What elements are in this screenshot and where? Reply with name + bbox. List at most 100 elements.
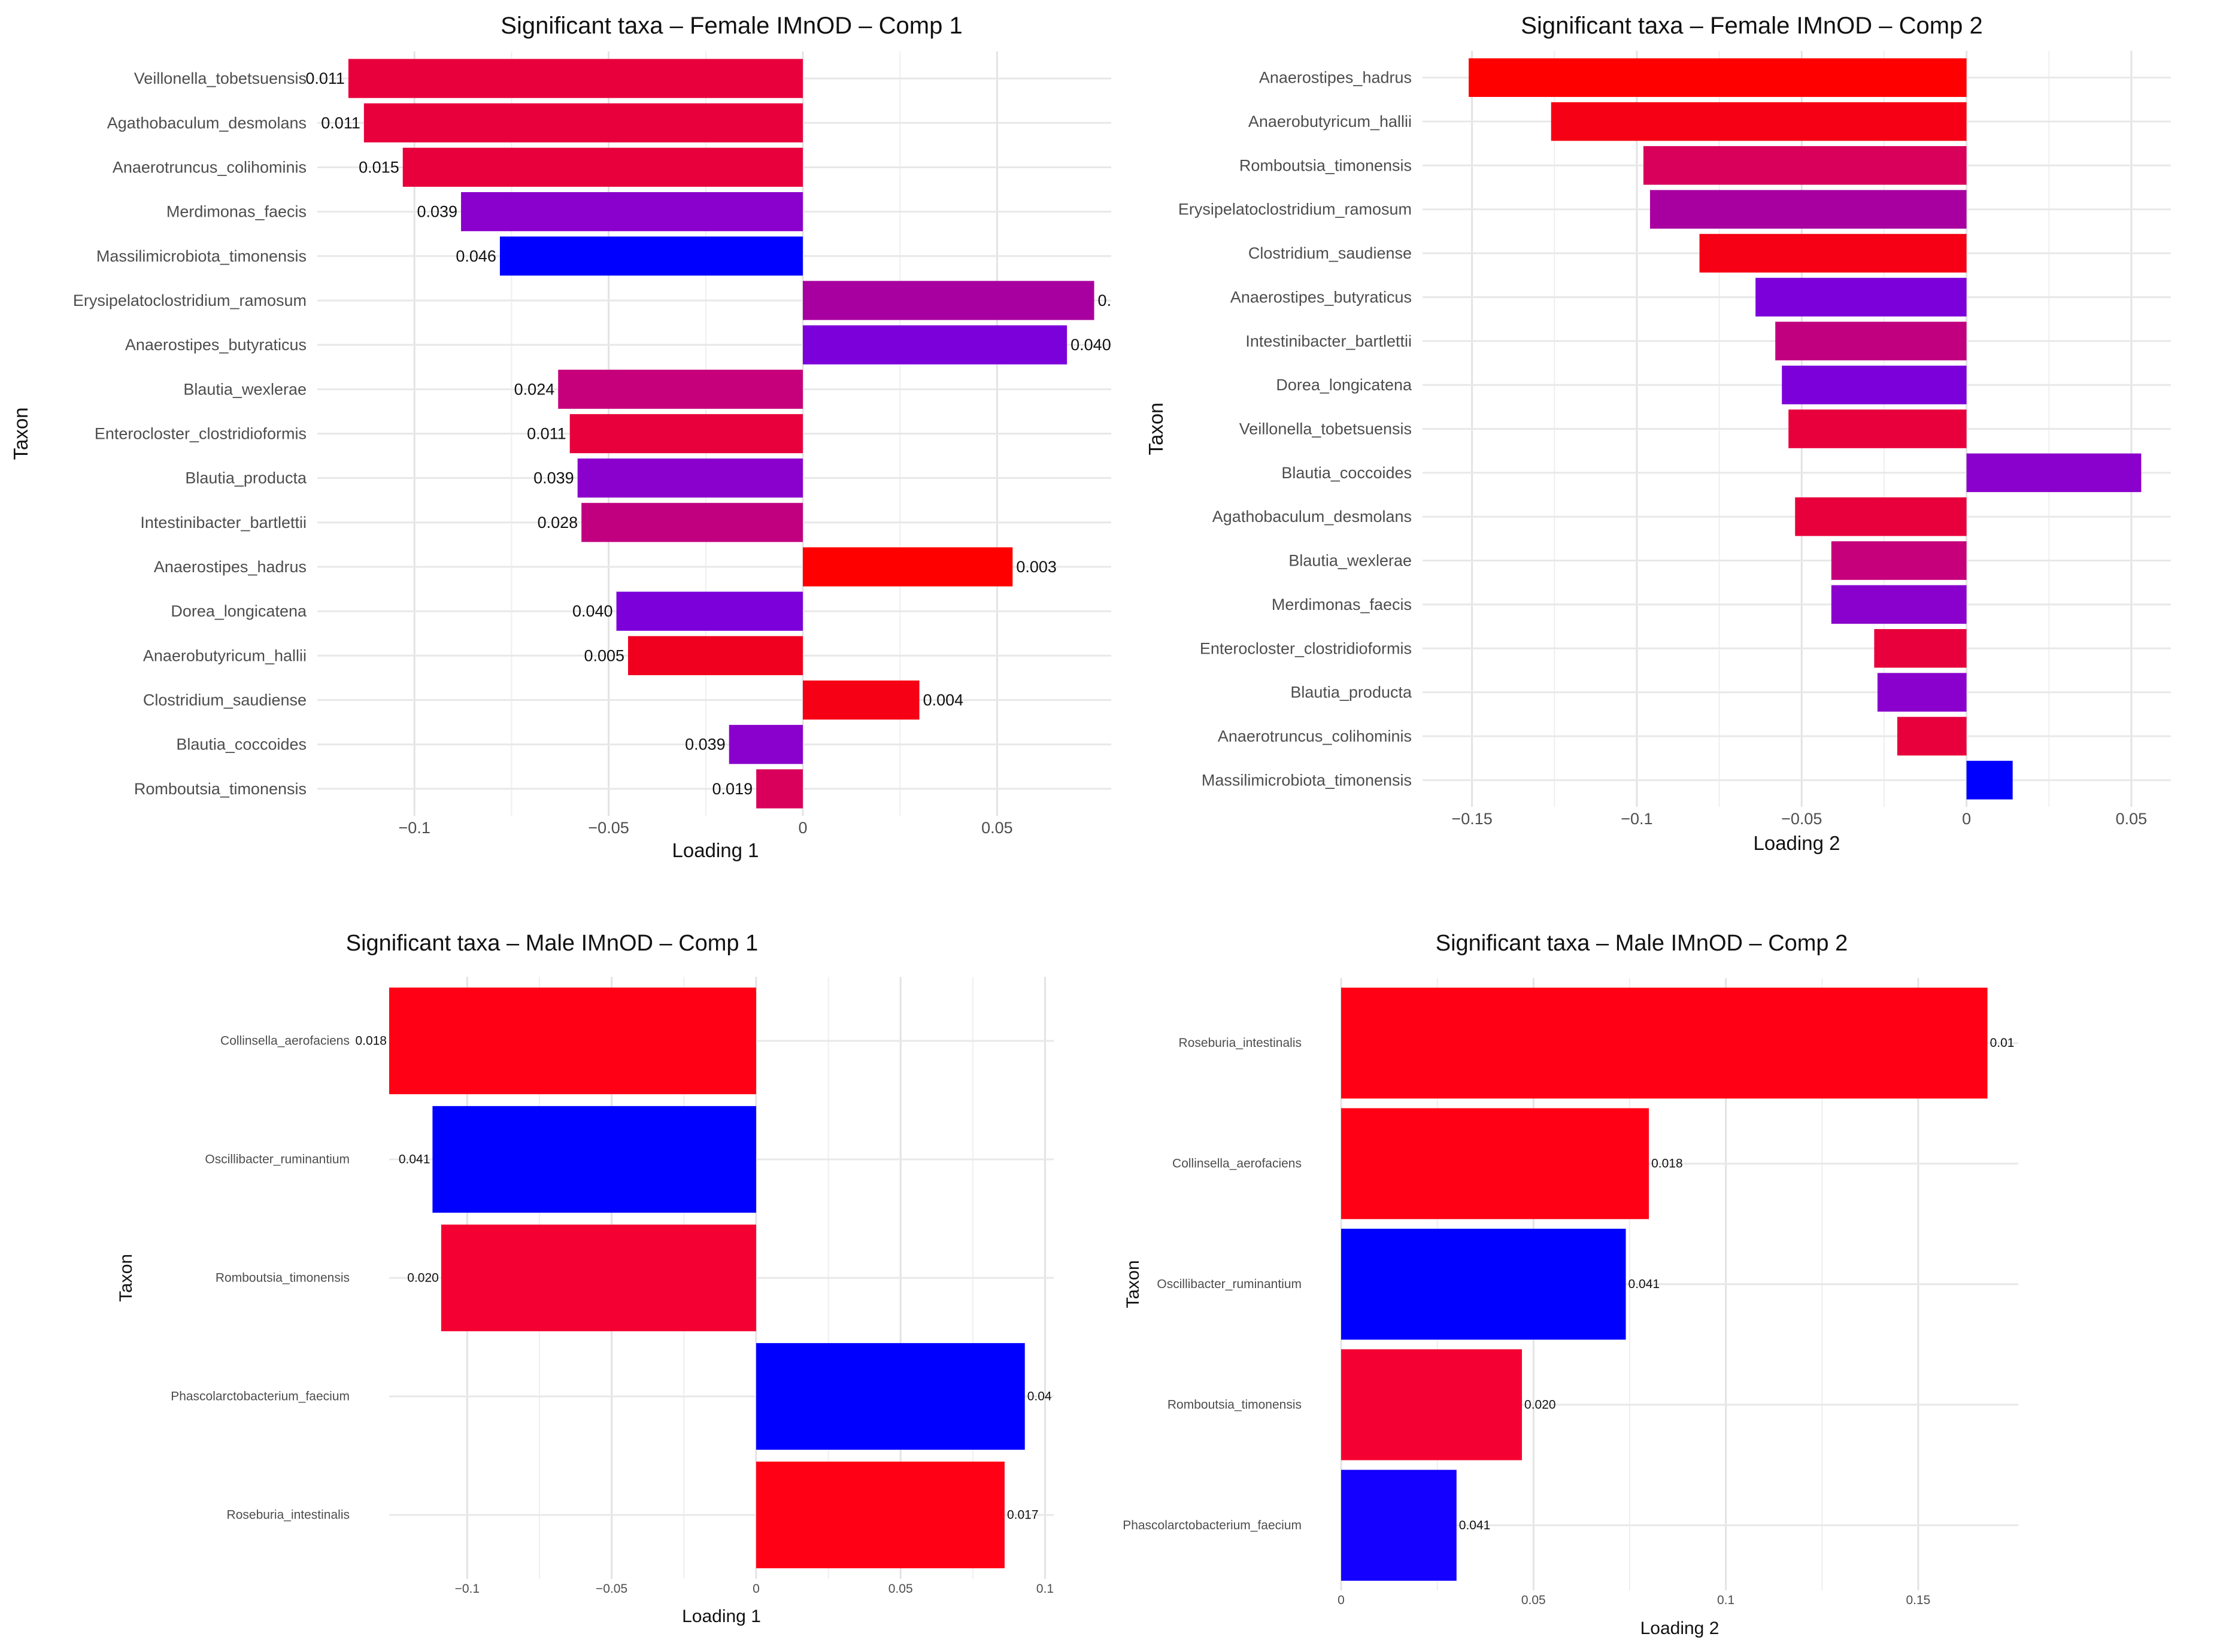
y-tick-label: Anaerotruncus_colihominis	[113, 158, 307, 176]
bar-agathobaculum-desmolans	[1795, 497, 1967, 536]
y-axis-title: Taxon	[10, 407, 32, 460]
y-tick-label: Anaerostipes_hadrus	[154, 558, 307, 576]
bar-veillonella-tobetsuensis	[348, 59, 803, 98]
bar-anaerostipes-butyraticus	[802, 325, 1067, 365]
bar-oscillibacter-ruminantium	[432, 1106, 756, 1213]
value-label: 0.005	[584, 646, 624, 664]
y-tick-label: Intestinibacter_bartlettii	[140, 514, 307, 532]
chart-title: Significant taxa – Female IMnOD – Comp 1	[501, 13, 962, 39]
bar-blautia-coccoides	[1966, 453, 2142, 493]
bar-roseburia-intestinalis	[1341, 988, 1988, 1099]
y-tick-label: Phascolarctobacterium_faecium	[1123, 1519, 1302, 1532]
y-tick-label: Anaerotruncus_colihominis	[1218, 727, 1412, 745]
bar-anaerostipes-butyraticus	[1755, 278, 1967, 317]
bar-blautia-producta	[577, 458, 803, 498]
y-tick-label: Blautia_wexlerae	[183, 380, 307, 398]
x-tick-label: 0.05	[2116, 810, 2148, 828]
y-tick-label: Dorea_longicatena	[1276, 376, 1412, 394]
x-tick-label: 0	[1338, 1593, 1345, 1607]
bar-veillonella-tobetsuensis	[1788, 409, 1967, 448]
y-tick-label: Erysipelatoclostridium_ramosum	[73, 291, 307, 309]
bar-dorea-longicatena	[1782, 365, 1967, 405]
bar-erysipelatoclostridium-ramosum	[1649, 190, 1967, 229]
x-tick-label: −0.1	[455, 1582, 480, 1596]
y-tick-label: Romboutsia_timonensis	[1167, 1398, 1302, 1411]
bar-massilimicrobiota-timonensis	[499, 236, 803, 276]
x-axis-title: Loading 1	[672, 839, 759, 861]
bar-clostridium-saudiense	[802, 680, 920, 720]
y-tick-label: Anaerostipes_butyraticus	[125, 336, 307, 354]
bar-intestinibacter-bartlettii	[581, 503, 803, 542]
chart-male-comp2: 0.01 0.018 0.041 0.020 0.041 Roseburia_intest…	[1123, 931, 2018, 1638]
y-tick-label: Anaerostipes_butyraticus	[1230, 288, 1412, 306]
y-axis-title: Taxon	[1123, 1260, 1143, 1308]
y-tick-label: Roseburia_intestinalis	[1179, 1036, 1302, 1050]
bar-blautia-coccoides	[729, 725, 803, 764]
bar-blautia-wexlerae	[558, 369, 803, 409]
value-label: 0.011	[305, 69, 345, 87]
x-axis-title: Loading 2	[1640, 1618, 1719, 1638]
value-label: 0.024	[514, 380, 555, 398]
bar-collinsella-aerofaciens	[1341, 1108, 1649, 1219]
chart-female-comp2: Anaerostipes_hadrus Anaerobutyricum_halli…	[1145, 13, 2171, 854]
bar-blautia-producta	[1877, 673, 1967, 712]
y-tick-label: Merdimonas_faecis	[1272, 596, 1412, 614]
value-label: 0.041	[1628, 1277, 1660, 1291]
value-label: 0.019	[712, 780, 753, 798]
bar-merdimonas-faecis	[1831, 585, 1967, 624]
x-axis-title: Loading 1	[682, 1607, 761, 1626]
y-tick-label: Blautia_coccoides	[1281, 464, 1412, 482]
bar-dorea-longicatena	[616, 591, 803, 631]
y-tick-label: Oscillibacter_ruminantium	[1157, 1277, 1302, 1291]
y-tick-label: Blautia_producta	[1290, 684, 1412, 702]
y-tick-label: Agathobaculum_desmolans	[1212, 508, 1412, 526]
bar-massilimicrobiota-timonensis	[1966, 761, 2013, 800]
value-label: 0.004	[923, 691, 964, 709]
bar-roseburia-intestinalis	[756, 1461, 1005, 1569]
bar-blautia-wexlerae	[1831, 541, 1967, 580]
bar-anaerotruncus-colihominis	[1897, 716, 1967, 756]
x-tick-label: 0.1	[1036, 1582, 1054, 1596]
bar-phascolarctobacterium-faecium	[1341, 1469, 1457, 1581]
y-tick-label: Veillonella_tobetsuensis	[134, 69, 307, 87]
y-tick-label: Enterocloster_clostridioformis	[95, 425, 307, 443]
y-tick-label: Romboutsia_timonensis	[134, 780, 307, 798]
bar-anaerotruncus-colihominis	[402, 147, 803, 187]
bar-romboutsia-timonensis	[1341, 1349, 1523, 1460]
value-label: 0.040	[1070, 336, 1111, 354]
y-tick-label: Clostridium_saudiense	[1248, 244, 1412, 262]
y-tick-label: Romboutsia_timonensis	[216, 1271, 350, 1285]
bar-romboutsia-timonensis	[756, 769, 803, 809]
y-tick-label: Agathobaculum_desmolans	[107, 114, 307, 132]
x-tick-label: 0	[753, 1582, 760, 1596]
bar-clostridium-saudiense	[1699, 233, 1967, 273]
x-axis-title: Loading 2	[1754, 832, 1840, 854]
y-tick-label: Oscillibacter_ruminantium	[205, 1153, 350, 1167]
chart-title: Significant taxa – Female IMnOD – Comp 2	[1521, 13, 1982, 39]
x-tick-label: 0.15	[1906, 1593, 1930, 1607]
y-tick-label: Massilimicrobiota_timonensis	[1202, 771, 1412, 789]
bar-enterocloster-clostridioformis	[569, 414, 803, 454]
x-tick-label: −0.05	[596, 1582, 627, 1596]
bar-anaerobutyricum-hallii	[628, 636, 803, 676]
y-tick-label: Erysipelatoclostridium_ramosum	[1178, 201, 1412, 218]
value-label: 0.018	[355, 1034, 387, 1048]
x-tick-label: 0.05	[1521, 1593, 1546, 1607]
x-tick-label: 0.05	[981, 819, 1013, 837]
bar-anaerobutyricum-hallii	[1551, 102, 1967, 141]
y-tick-label: Blautia_producta	[185, 469, 307, 487]
y-tick-label: Anaerostipes_hadrus	[1259, 69, 1412, 87]
value-label: 0.046	[456, 247, 496, 265]
y-tick-label: Anaerobutyricum_hallii	[143, 646, 307, 664]
value-label: 0.018	[1651, 1157, 1683, 1171]
y-tick-label: Enterocloster_clostridioformis	[1200, 639, 1412, 657]
chart-male-comp1: 0.018 0.041 0.020 0.04 0.017 Collinsella_aero…	[116, 931, 1054, 1626]
y-tick-label: Merdimonas_faecis	[166, 203, 307, 221]
value-label: 0.003	[1016, 558, 1057, 576]
y-tick-label: Veillonella_tobetsuensis	[1239, 420, 1412, 438]
y-axis-title: Taxon	[116, 1254, 136, 1302]
value-label: 0.040	[572, 602, 613, 620]
value-label: 0.015	[359, 158, 399, 176]
y-tick-label: Collinsella_aerofaciens	[1172, 1157, 1302, 1171]
